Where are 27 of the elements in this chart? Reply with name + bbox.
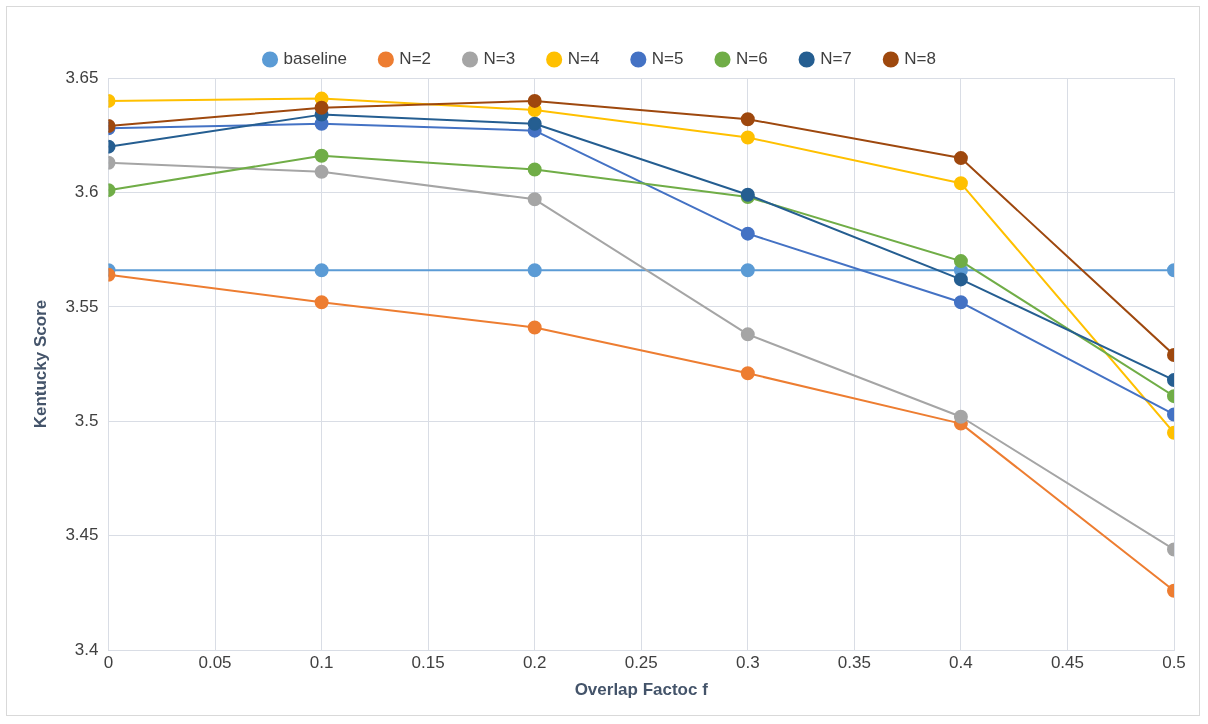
y-tick-label: 3.5 bbox=[74, 411, 99, 431]
y-tick-label: 3.55 bbox=[65, 296, 99, 316]
x-tick-label: 0.45 bbox=[1050, 653, 1084, 673]
x-tick-label: 0.35 bbox=[837, 653, 871, 673]
x-tick-label: 0.05 bbox=[198, 653, 232, 673]
x-tick-label: 0.4 bbox=[949, 653, 973, 673]
x-tick-label: 0.3 bbox=[735, 653, 760, 673]
y-tick-label: 3.6 bbox=[74, 182, 99, 202]
legend-label: N=8 bbox=[904, 49, 936, 69]
x-tick-label: 0.1 bbox=[309, 653, 334, 673]
legend-label: N=7 bbox=[820, 49, 852, 69]
legend-label: N=6 bbox=[735, 49, 768, 69]
y-tick-label: 3.65 bbox=[65, 67, 99, 87]
legend-label: baseline bbox=[283, 49, 347, 69]
x-axis-title: Overlap Factoc f bbox=[574, 680, 709, 700]
x-tick-label: 0.5 bbox=[1162, 653, 1186, 673]
legend-label: N=5 bbox=[651, 49, 684, 69]
legend-label: N=3 bbox=[483, 49, 516, 69]
legend-label: N=2 bbox=[399, 49, 432, 69]
y-tick-label: 3.4 bbox=[74, 639, 99, 659]
x-tick-label: 0.2 bbox=[522, 653, 547, 673]
legend-label: N=4 bbox=[567, 49, 600, 69]
x-tick-label: 0.15 bbox=[411, 653, 445, 673]
y-tick-label: 3.45 bbox=[65, 525, 99, 545]
x-tick-label: 0.25 bbox=[624, 653, 658, 673]
x-tick-label: 0 bbox=[103, 653, 114, 673]
y-axis-title: Kentucky Score bbox=[30, 299, 50, 429]
